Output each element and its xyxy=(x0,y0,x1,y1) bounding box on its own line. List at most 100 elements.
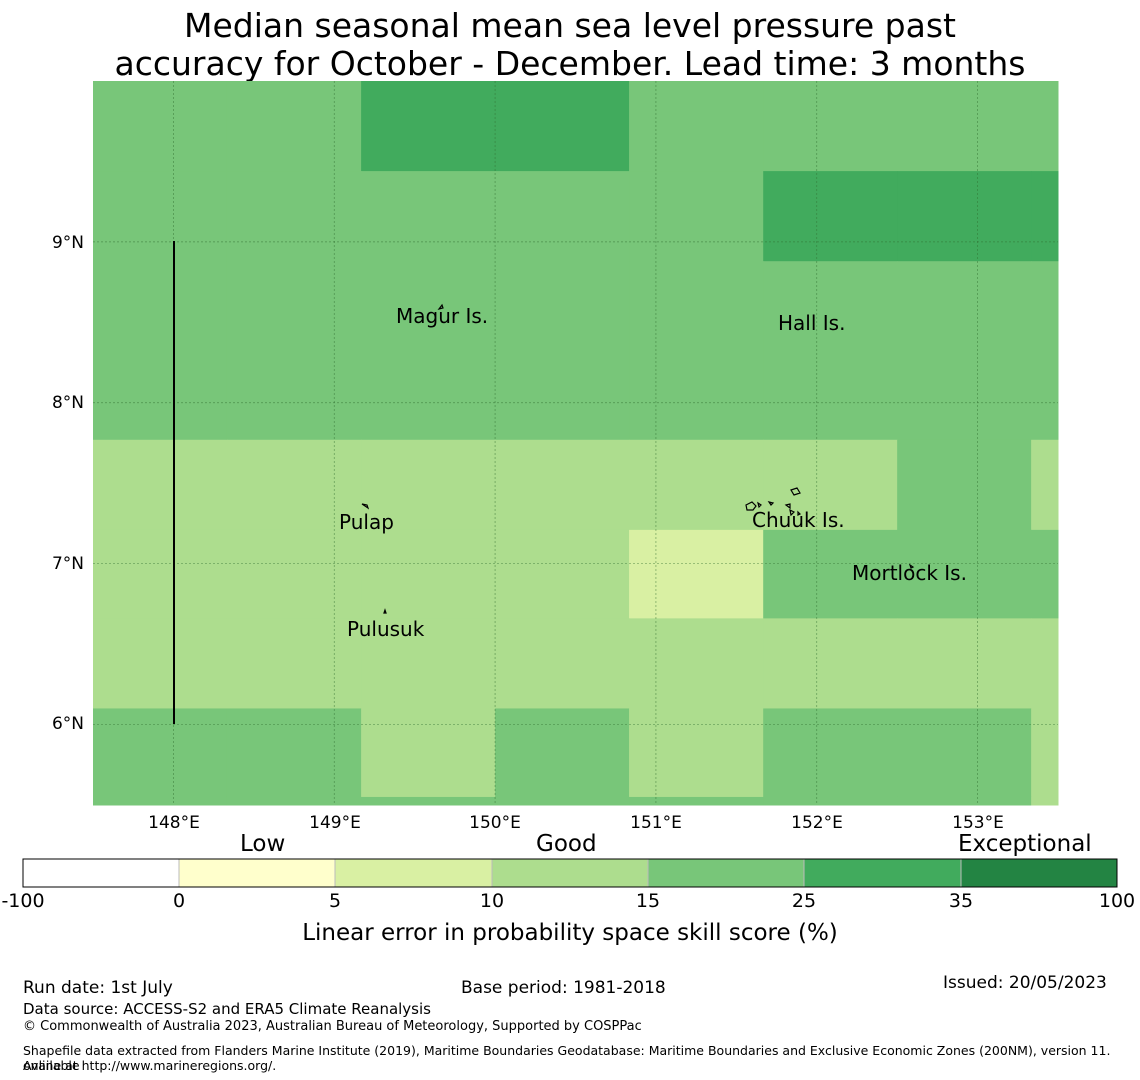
skill-cell xyxy=(361,171,496,262)
colorbar-tick-6: 35 xyxy=(948,890,974,912)
colorbar-tick-3: 10 xyxy=(479,890,505,912)
skill-cell xyxy=(495,529,630,619)
island-magur xyxy=(437,303,444,310)
chart-title-line2: accuracy for October - December. Lead ti… xyxy=(114,44,1026,83)
island-mortlock xyxy=(908,563,915,569)
skill-cell xyxy=(629,618,764,709)
lon-tick-148: 148°E xyxy=(148,813,200,830)
lon-tick-149: 149°E xyxy=(309,813,361,830)
colorbar-frame xyxy=(22,858,1118,888)
skill-cell xyxy=(629,439,764,531)
shapefile-credit-line2: online at http://www.marineregions.org/. xyxy=(23,1058,277,1073)
skill-cell xyxy=(897,529,1032,619)
skill-cell xyxy=(1031,796,1059,806)
label-mortlock-is: Mortlock Is. xyxy=(852,561,967,585)
lat-tick-7: 7°N xyxy=(52,554,84,574)
colorbar-bin xyxy=(960,858,1118,888)
island-pulap xyxy=(361,503,370,510)
skill-cell xyxy=(1031,261,1059,441)
skill-cell xyxy=(629,81,764,172)
skill-cell xyxy=(763,439,898,531)
colorbar-tick-5: 25 xyxy=(791,890,817,912)
skill-cell xyxy=(1031,439,1059,531)
lat-tick-6: 6°N xyxy=(52,714,84,734)
run-date: Run date: 1st July xyxy=(23,978,173,998)
island-outlines xyxy=(361,303,915,614)
copyright: © Commonwealth of Australia 2023, Austra… xyxy=(23,1019,642,1034)
skill-cell xyxy=(1031,81,1059,172)
colorbar-tick-1: 0 xyxy=(172,890,186,912)
skill-cell xyxy=(763,708,898,798)
skill-cell xyxy=(495,171,630,262)
skill-cell xyxy=(629,708,764,798)
label-magur-is: Magur Is. xyxy=(396,304,488,328)
skill-cell xyxy=(226,796,362,806)
label-hall-is: Hall Is. xyxy=(778,311,845,335)
data-source: Data source: ACCESS-S2 and ERA5 Climate … xyxy=(23,1000,431,1018)
skill-map: Magur Is. Hall Is. Pulap Chuuk Is. Mortl… xyxy=(52,81,1059,830)
skill-cell xyxy=(93,708,228,798)
skill-cell xyxy=(763,796,898,806)
lon-tick-153: 153°E xyxy=(952,813,1004,830)
lon-tick-152: 152°E xyxy=(791,813,843,830)
base-period: Base period: 1981-2018 xyxy=(461,978,666,998)
lat-tick-9: 9°N xyxy=(52,233,84,253)
skill-cell xyxy=(897,81,1032,172)
skill-cell xyxy=(1031,618,1059,709)
skill-cell xyxy=(361,618,496,709)
skill-cell xyxy=(1031,171,1059,262)
skill-cell xyxy=(226,529,362,619)
skill-cell xyxy=(226,708,362,798)
skill-cell xyxy=(93,618,228,709)
skill-cell xyxy=(226,261,362,441)
skill-cell xyxy=(361,708,496,798)
lon-tick-151: 151°E xyxy=(630,813,682,830)
skill-cell xyxy=(361,529,496,619)
skill-cell xyxy=(226,439,362,531)
skill-cell xyxy=(763,81,898,172)
skill-cell xyxy=(361,439,496,531)
skill-grid xyxy=(93,81,1059,806)
skill-cell xyxy=(629,171,764,262)
label-pulap: Pulap xyxy=(339,510,394,534)
colorbar-bin xyxy=(178,858,336,888)
skill-cell xyxy=(763,618,898,709)
skill-cell xyxy=(495,708,630,798)
skill-cell xyxy=(897,708,1032,798)
legend-category-exceptional: Exceptional xyxy=(958,831,1092,857)
skill-cell xyxy=(897,796,1032,806)
island-pulusuk xyxy=(383,608,387,614)
skill-cell xyxy=(93,171,228,262)
skill-cell xyxy=(93,796,228,806)
skill-cell xyxy=(495,618,630,709)
colorbar-bin xyxy=(803,858,962,888)
skill-cell xyxy=(93,81,228,172)
skill-cell xyxy=(226,618,362,709)
colorbar-bin xyxy=(647,858,805,888)
skill-cell xyxy=(1031,529,1059,619)
skill-cell xyxy=(495,261,630,441)
legend-category-good: Good xyxy=(536,831,597,857)
skill-cell xyxy=(1031,708,1059,798)
skill-cell xyxy=(629,796,764,806)
skill-cell xyxy=(763,171,898,262)
skill-cell xyxy=(361,796,496,806)
island-chuuk xyxy=(745,487,802,517)
label-pulusuk: Pulusuk xyxy=(347,617,425,641)
issued-date: Issued: 20/05/2023 xyxy=(943,973,1107,993)
shapefile-credit-line1: Shapefile data extracted from Flanders M… xyxy=(23,1043,1111,1073)
colorbar xyxy=(22,858,1118,888)
skill-cell xyxy=(629,261,764,441)
skill-cell xyxy=(93,439,228,531)
skill-cell xyxy=(361,261,496,441)
colorbar-tick-4: 15 xyxy=(635,890,661,912)
skill-cell xyxy=(897,439,1032,531)
colorbar-bin xyxy=(334,858,493,888)
skill-cell xyxy=(763,261,898,441)
colorbar-axis-label: Linear error in probability space skill … xyxy=(302,920,838,946)
chart-title-line1: Median seasonal mean sea level pressure … xyxy=(184,6,956,45)
skill-cell xyxy=(93,529,228,619)
skill-cell xyxy=(226,171,362,262)
legend-category-low: Low xyxy=(240,831,286,857)
skill-cell xyxy=(495,796,630,806)
